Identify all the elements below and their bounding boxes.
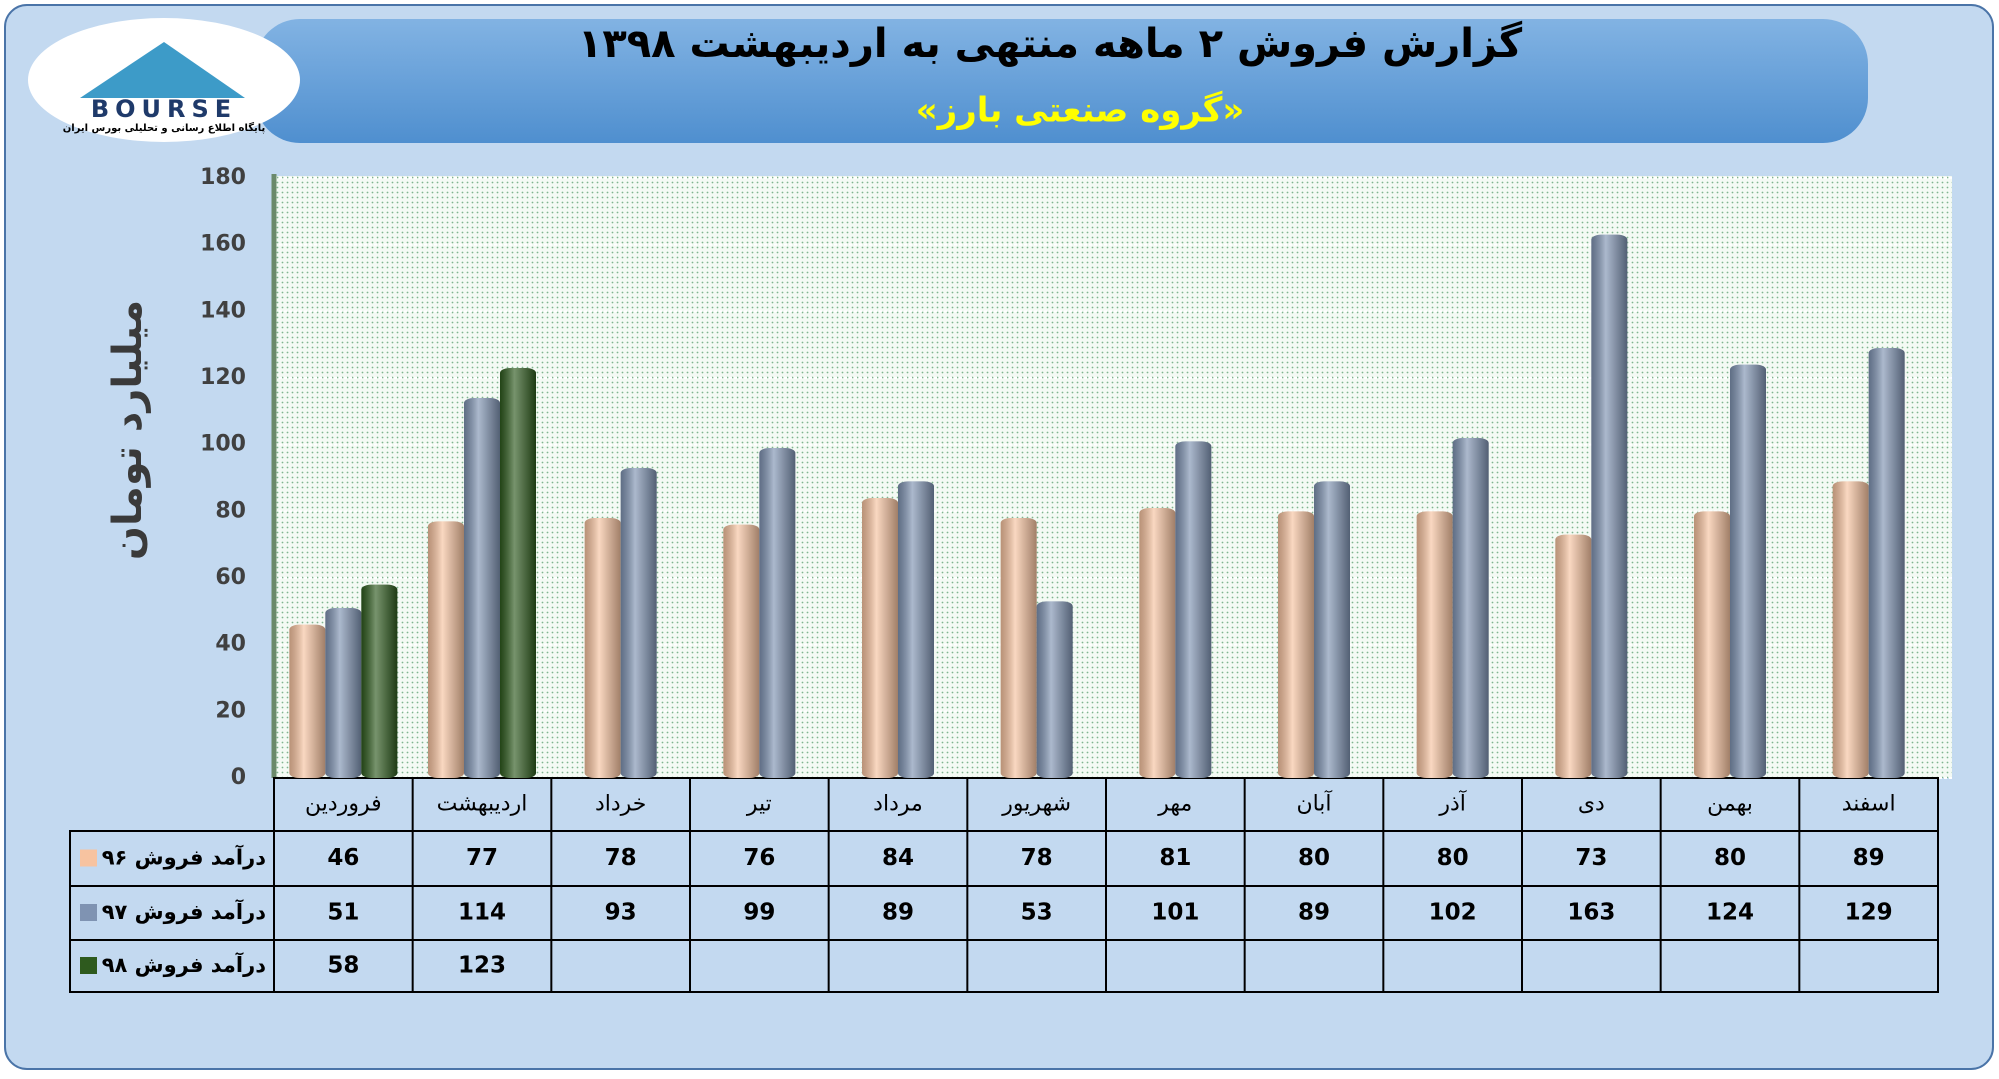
- chart-title: گزارش فروش ۲ ماهه منتهی به اردیبهشت ۱۳۹۸: [578, 20, 1523, 67]
- table-value: 80: [1298, 845, 1330, 871]
- bar-shade: [1036, 601, 1073, 778]
- bar-shade: [1694, 511, 1730, 778]
- bar-shade: [325, 608, 362, 778]
- x-tick-label: مهر: [1157, 792, 1192, 817]
- legend-swatch: [80, 957, 97, 974]
- y-tick-label: 20: [215, 698, 246, 723]
- bar-shade: [1416, 511, 1453, 778]
- table-value: 123: [458, 953, 506, 979]
- plot-area: [274, 176, 1952, 778]
- logo-name: BOURSE: [91, 95, 237, 123]
- table-value: 73: [1575, 845, 1607, 871]
- bar-shade: [862, 498, 898, 778]
- legend-label: درآمد فروش ۹۷: [102, 899, 267, 924]
- bar-shade: [1314, 481, 1350, 778]
- legend-label: درآمد فروش ۹۸: [102, 952, 267, 977]
- table-value: 124: [1706, 900, 1754, 926]
- table-value: 76: [743, 845, 775, 871]
- bar-shade: [759, 448, 796, 778]
- table-value: 53: [1021, 900, 1053, 926]
- x-tick-label: اردیبهشت: [437, 792, 528, 817]
- x-tick-label: آبان: [1296, 790, 1332, 817]
- bar-shade: [500, 368, 536, 778]
- bar-shade: [584, 518, 621, 778]
- table-value: 89: [1853, 845, 1885, 871]
- title-banner: [255, 19, 1868, 143]
- bar-shade: [1452, 438, 1489, 778]
- bar-shade: [1555, 534, 1592, 778]
- table-value: 89: [1298, 900, 1330, 926]
- y-tick-label: 80: [215, 498, 246, 523]
- table-value: 163: [1567, 900, 1615, 926]
- chart-subtitle: «گروه صنعتی بارز»: [916, 91, 1245, 131]
- table-value: 114: [458, 900, 506, 926]
- bar-shade: [428, 521, 464, 778]
- x-tick-label: آذر: [1438, 790, 1466, 817]
- y-tick-label: 140: [200, 298, 246, 323]
- table-value: 78: [1021, 845, 1053, 871]
- x-tick-label: فروردین: [305, 792, 382, 817]
- bar-shade: [1730, 364, 1766, 778]
- y-tick-label: 180: [200, 165, 246, 190]
- table-value: 101: [1151, 900, 1199, 926]
- x-tick-label: تیر: [746, 792, 772, 817]
- y-tick-label: 100: [200, 432, 246, 457]
- bar-shade: [1278, 511, 1314, 778]
- bar-shade: [1591, 234, 1628, 778]
- table-value: 93: [605, 900, 637, 926]
- bar-shade: [361, 584, 398, 778]
- bar-shade: [1139, 508, 1176, 778]
- table-value: 80: [1714, 845, 1746, 871]
- y-tick-label: 40: [215, 632, 246, 657]
- bar-shade: [1868, 348, 1905, 778]
- x-tick-label: اسفند: [1842, 792, 1896, 817]
- y-tick-label: 0: [231, 765, 246, 790]
- table-value: 99: [743, 900, 775, 926]
- x-tick-label: بهمن: [1707, 792, 1753, 817]
- table-value: 84: [882, 845, 914, 871]
- table-value: 102: [1429, 900, 1477, 926]
- table-value: 80: [1437, 845, 1469, 871]
- y-tick-label: 160: [200, 232, 246, 257]
- bar-shade: [723, 524, 760, 778]
- legend-swatch: [80, 904, 97, 921]
- x-tick-label: خرداد: [595, 792, 646, 817]
- table-value: 89: [882, 900, 914, 926]
- legend-label: درآمد فروش ۹۶: [102, 845, 267, 870]
- bar-shade: [1175, 441, 1212, 778]
- bar-shade: [898, 481, 934, 778]
- table-value: 46: [327, 845, 359, 871]
- y-tick-label: 120: [200, 365, 246, 390]
- bar-shade: [464, 398, 500, 778]
- table-value: 81: [1159, 845, 1191, 871]
- x-tick-label: دی: [1578, 792, 1605, 817]
- bar-shade: [289, 624, 326, 778]
- bar-shade: [1832, 481, 1869, 778]
- legend-swatch: [80, 849, 97, 867]
- table-value: 51: [327, 900, 359, 926]
- bar-shade: [1000, 518, 1037, 778]
- logo-tagline: پایگاه اطلاع رسانی و تحلیلی بورس ایران: [63, 121, 266, 134]
- logo-mark: [80, 42, 245, 98]
- table-value: 77: [466, 845, 498, 871]
- y-axis-label: میلیارد تومان: [105, 300, 151, 560]
- x-tick-label: شهریور: [1001, 792, 1071, 817]
- table-value: 129: [1845, 900, 1893, 926]
- table-value: 78: [605, 845, 637, 871]
- y-tick-label: 60: [215, 565, 246, 590]
- x-tick-label: مرداد: [873, 792, 923, 817]
- table-value: 58: [327, 953, 359, 979]
- bar-shade: [620, 468, 657, 778]
